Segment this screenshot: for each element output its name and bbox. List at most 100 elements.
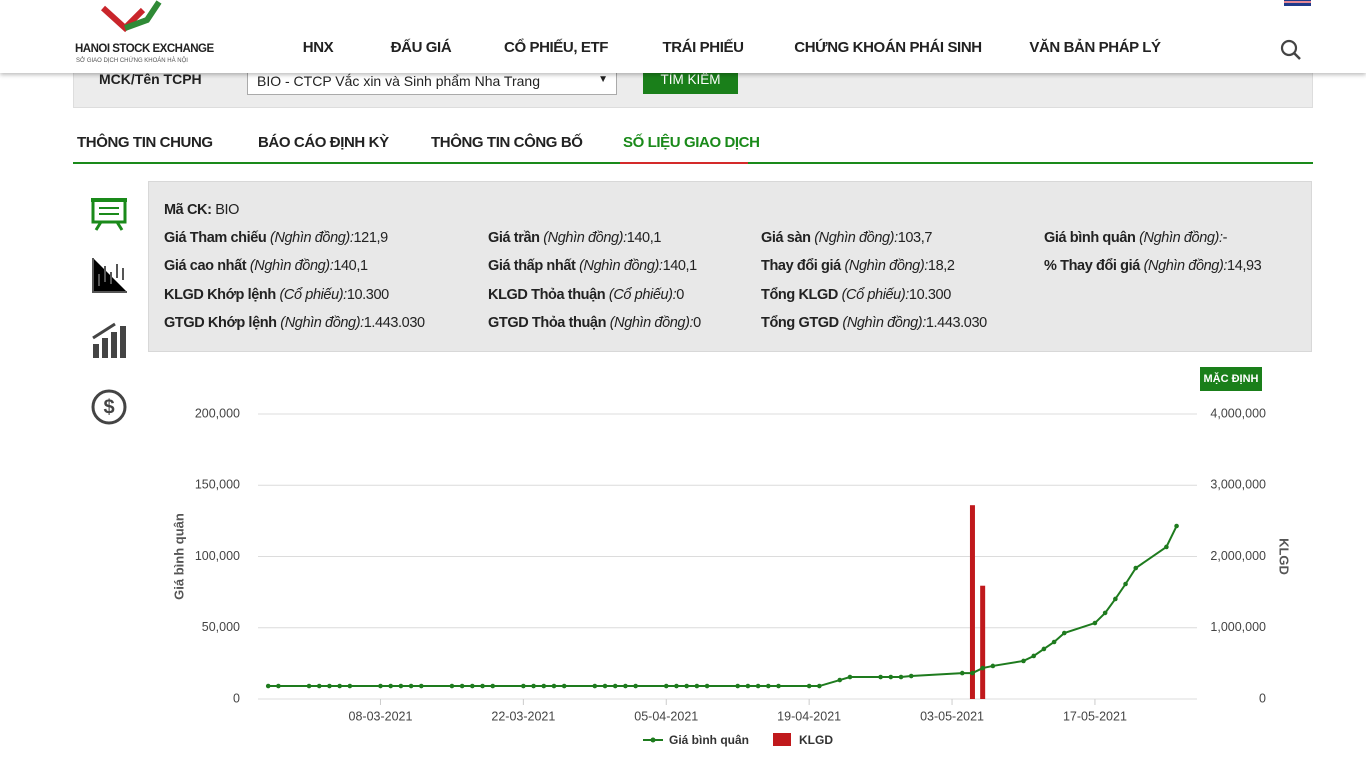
point (970, 670, 975, 676)
legend-label: KLGD (799, 733, 833, 747)
logo-subtitle: SỞ GIAO DỊCH CHỨNG KHOÁN HÀ NỘI (76, 58, 188, 64)
info-item: Mã CK: BIO (164, 202, 239, 218)
nav-item[interactable]: VĂN BẢN PHÁP LÝ (1029, 39, 1161, 56)
info-value: 18,2 (927, 258, 955, 274)
nav-item[interactable]: CHỨNG KHOÁN PHÁI SINH (794, 39, 982, 56)
x-tick-label: 05-04-2021 (634, 709, 698, 723)
info-item: KLGD Thỏa thuận (Cổ phiếu):0 (488, 287, 684, 303)
point (735, 683, 741, 689)
point (908, 673, 914, 679)
icon-candles[interactable] (92, 258, 127, 293)
info-label: Giá cao nhất (164, 258, 247, 274)
info-label: Mã CK: (164, 202, 212, 218)
info-label: % Thay đổi giá (1044, 258, 1140, 274)
nav-item[interactable]: ĐẤU GIÁ (390, 39, 452, 56)
point (623, 683, 628, 689)
bar (980, 585, 986, 699)
point (1133, 565, 1139, 571)
point (847, 674, 853, 680)
search-icon[interactable] (1279, 38, 1303, 62)
point (817, 683, 822, 689)
info-label: KLGD Thỏa thuận (488, 287, 606, 303)
lang-flag[interactable] (1284, 0, 1311, 6)
info-unit: (Nghìn đồng): (609, 315, 694, 331)
line (268, 525, 1178, 688)
point (755, 683, 761, 689)
x-tick-label: 03-05-2021 (920, 709, 984, 723)
info-value: 103,7 (897, 230, 933, 246)
nav-item[interactable]: HNX (302, 39, 334, 56)
info-item: % Thay đổi giá (Nghìn đồng):14,93 (1044, 258, 1262, 274)
info-item: Giá bình quân (Nghìn đồng):- (1044, 230, 1227, 246)
info-item: Thay đổi giá (Nghìn đồng):18,2 (761, 258, 955, 274)
point (378, 683, 383, 689)
info-unit: (Nghìn đồng): (1139, 230, 1223, 246)
info-item: Tổng GTGD (Nghìn đồng):1.443.030 (761, 315, 987, 331)
info-label: Giá Tham chiếu (164, 230, 267, 246)
info-item: Giá trần (Nghìn đồng):140,1 (488, 230, 661, 246)
icon-board[interactable] (91, 198, 127, 231)
x-tick-label: 22-03-2021 (491, 709, 555, 723)
y2-axis-title: KLGD (1277, 538, 1292, 575)
chart: 0 50,000 100,000 150,000 200,000 0 1,000,000 2,… (171, 406, 1292, 747)
tab[interactable]: BÁO CÁO ĐỊNH KỲ (258, 134, 389, 151)
point (337, 683, 342, 689)
logo-title[interactable]: HANOI STOCK EXCHANGE (75, 43, 214, 55)
nav-item[interactable]: TRÁI PHIẾU (662, 39, 744, 56)
point (276, 683, 281, 689)
point (745, 683, 751, 689)
point (674, 683, 679, 689)
svg-text:$: $ (103, 396, 114, 418)
info-unit: (Nghìn đồng): (842, 315, 926, 331)
y-tick-label: 0 (233, 691, 240, 705)
tab[interactable]: SỐ LIỆU GIAO DỊCH (623, 134, 760, 151)
point (490, 683, 496, 689)
info-item: Giá sàn (Nghìn đồng):103,7 (761, 230, 932, 246)
y2-tick-label: 4,000,000 (1210, 406, 1266, 420)
info-label: KLGD Khớp lệnh (164, 287, 276, 303)
info-value: 0 (676, 287, 684, 303)
point (704, 683, 710, 689)
tab-active-underline (620, 162, 748, 164)
point (561, 683, 567, 689)
y-tick-label: 50,000 (202, 620, 240, 634)
point (878, 674, 883, 680)
point (684, 683, 689, 689)
point (612, 683, 618, 689)
bar (969, 505, 975, 699)
point (1031, 653, 1036, 659)
x-tick-label: 08-03-2021 (349, 709, 413, 723)
point (531, 683, 536, 689)
tab[interactable]: THÔNG TIN CÔNG BỐ (431, 134, 583, 151)
info-value: 121,9 (353, 230, 388, 246)
info-unit: (Cổ phiếu): (841, 287, 910, 303)
y2-tick-label: 0 (1259, 691, 1266, 705)
info-unit: (Nghìn đồng): (579, 258, 663, 274)
default-button[interactable]: MẶC ĐỊNH (1200, 367, 1262, 391)
info-value: - (1222, 230, 1228, 246)
legend-swatch (773, 733, 791, 746)
point (1092, 620, 1098, 626)
y2-tick-label: 3,000,000 (1210, 478, 1266, 492)
icon-growth[interactable] (92, 322, 126, 358)
nav-item[interactable]: CỔ PHIẾU, ETF (504, 39, 608, 56)
point (1164, 544, 1169, 550)
x-tick-label: 17-05-2021 (1063, 709, 1127, 723)
icon-dollar[interactable]: $ (91, 389, 127, 425)
point (316, 683, 322, 689)
point (306, 683, 312, 689)
info-item: GTGD Thỏa thuận (Nghìn đồng):0 (488, 315, 701, 331)
logo-mark[interactable] (95, 0, 175, 42)
header: HANOI STOCK EXCHANGE SỞ GIAO DỊCH CHỨNG … (0, 0, 1366, 73)
info-item: Giá cao nhất (Nghìn đồng):140,1 (164, 258, 368, 274)
point (1174, 523, 1179, 529)
y-tick-label: 100,000 (195, 549, 240, 563)
point (990, 663, 996, 669)
point (766, 683, 771, 689)
y-axis-title: Giá bình quân (171, 513, 186, 600)
tab[interactable]: THÔNG TIN CHUNG (77, 134, 213, 151)
x-tick-label: 19-04-2021 (777, 709, 841, 723)
info-label: GTGD Thỏa thuận (488, 315, 607, 331)
info-label: Tổng KLGD (761, 287, 838, 303)
